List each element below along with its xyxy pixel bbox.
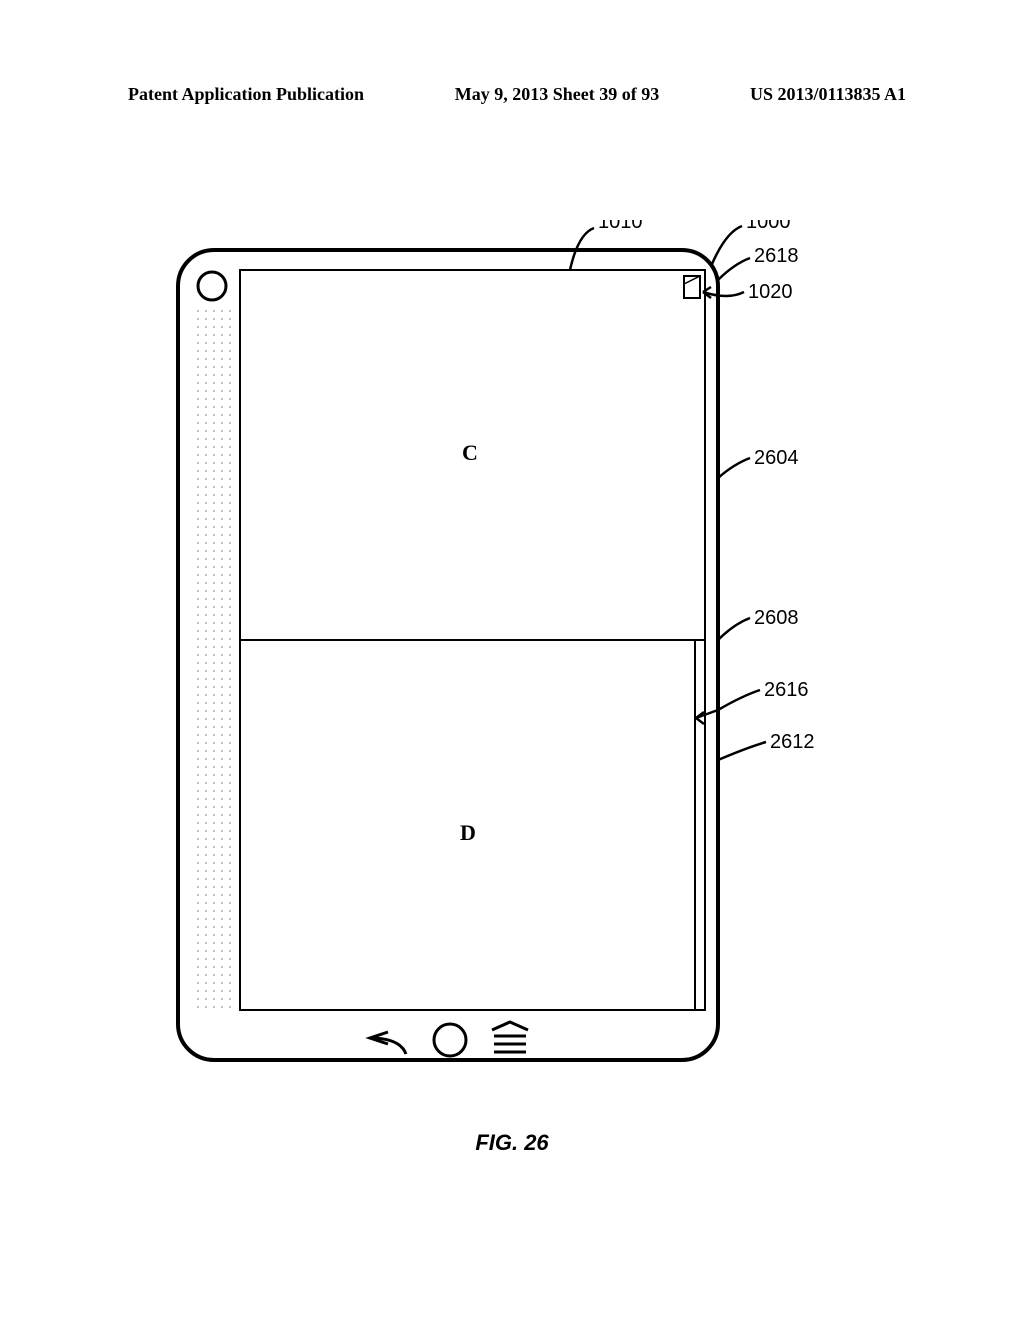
leader-lines bbox=[570, 226, 766, 760]
header-date-sheet: May 9, 2013 Sheet 39 of 93 bbox=[455, 84, 659, 105]
figure-caption: FIG. 26 bbox=[0, 1130, 1024, 1156]
ref-2608: 2608 bbox=[754, 607, 799, 629]
header-pubnum: US 2013/0113835 A1 bbox=[750, 84, 906, 105]
page-indicator-icon bbox=[684, 276, 700, 298]
figure-svg: C D bbox=[170, 220, 860, 1090]
region-label-d: D bbox=[460, 820, 476, 845]
dotted-strip bbox=[198, 310, 230, 1010]
header-publication: Patent Application Publication bbox=[128, 84, 364, 105]
home-icon bbox=[434, 1024, 466, 1056]
ref-numbers: 1010 1000 2618 1020 2604 2608 2616 2612 bbox=[598, 220, 815, 753]
ref-1000: 1000 bbox=[746, 220, 791, 233]
ref-2618: 2618 bbox=[754, 245, 799, 267]
region-label-c: C bbox=[462, 440, 478, 465]
ref-1010: 1010 bbox=[598, 220, 643, 233]
tablet-body bbox=[178, 250, 718, 1060]
page-header: Patent Application Publication May 9, 20… bbox=[0, 84, 1024, 105]
camera-icon bbox=[198, 272, 226, 300]
ref-2604: 2604 bbox=[754, 447, 799, 469]
ref-2616: 2616 bbox=[764, 679, 809, 701]
figure-26: C D bbox=[170, 220, 860, 1090]
back-icon bbox=[370, 1032, 406, 1054]
nav-buttons bbox=[370, 1022, 528, 1056]
ref-1020: 1020 bbox=[748, 281, 793, 303]
ref-2612: 2612 bbox=[770, 731, 815, 753]
menu-icon bbox=[492, 1022, 528, 1052]
